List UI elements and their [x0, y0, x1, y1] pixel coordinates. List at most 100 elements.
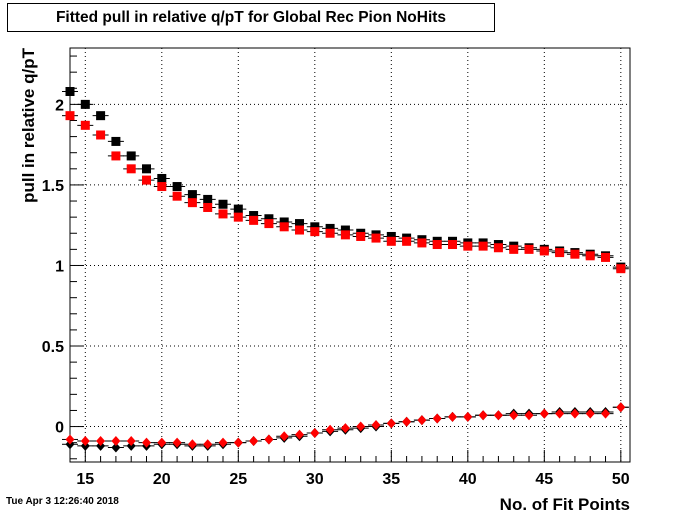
data-point-diamond — [264, 434, 274, 445]
data-point-diamond — [555, 408, 565, 419]
data-point-square — [111, 151, 121, 161]
data-point-diamond — [493, 410, 503, 421]
data-point-square — [616, 264, 626, 274]
data-point-square — [218, 199, 228, 209]
data-point-square — [142, 175, 152, 185]
data-point-diamond — [601, 408, 611, 419]
data-point-square — [448, 240, 458, 250]
y-axis-label: pull in relative q/pT — [19, 47, 38, 203]
series-1 — [62, 111, 629, 274]
data-point-square — [157, 173, 167, 183]
data-point-diamond — [65, 434, 75, 445]
data-point-square — [463, 241, 473, 251]
chart-title-box: Fitted pull in relative q/pT for Global … — [7, 3, 495, 32]
data-point-square — [126, 164, 136, 174]
data-series — [62, 86, 629, 453]
data-point-diamond — [356, 421, 366, 432]
data-point-diamond — [478, 410, 488, 421]
grid — [70, 48, 630, 462]
data-point-square — [386, 236, 396, 246]
data-point-square — [295, 225, 305, 235]
data-point-square — [249, 211, 259, 221]
data-point-diamond — [432, 413, 442, 424]
data-point-square — [570, 249, 580, 259]
y-tick-label: 1.5 — [42, 178, 64, 195]
data-point-square — [478, 241, 488, 251]
data-point-diamond — [539, 408, 549, 419]
data-point-diamond — [509, 410, 519, 421]
data-point-diamond — [325, 424, 335, 435]
data-point-square — [340, 225, 350, 235]
data-point-diamond — [126, 436, 136, 447]
x-tick-label: 45 — [535, 471, 553, 488]
data-point-diamond — [570, 408, 580, 419]
data-point-diamond — [295, 429, 305, 440]
data-point-diamond — [616, 402, 626, 413]
data-point-diamond — [203, 439, 213, 450]
y-tick-label: 0 — [55, 420, 64, 437]
data-point-square — [386, 231, 396, 241]
axis-ticks — [69, 55, 622, 462]
data-point-square — [432, 240, 442, 250]
tick-labels: 15 20 25 30 35 40 45 50 0 0.5 1 1.5 2 — [42, 97, 630, 488]
data-point-diamond — [142, 437, 152, 448]
data-point-diamond — [386, 418, 396, 429]
data-point-square — [539, 246, 549, 256]
data-point-square — [80, 120, 90, 130]
data-point-diamond — [310, 428, 320, 439]
x-tick-label: 50 — [612, 471, 630, 488]
data-point-square — [65, 111, 75, 121]
data-point-square — [325, 223, 335, 233]
data-point-square — [340, 230, 350, 240]
data-point-diamond — [524, 410, 534, 421]
data-point-square — [417, 238, 427, 248]
data-point-square — [249, 215, 259, 225]
data-point-square — [601, 252, 611, 262]
data-point-diamond — [417, 415, 427, 426]
data-point-square — [310, 227, 320, 237]
data-point-square — [279, 217, 289, 227]
data-point-square — [264, 214, 274, 224]
y-tick-label: 2 — [55, 97, 64, 114]
data-point-diamond — [585, 408, 595, 419]
x-tick-label: 25 — [229, 471, 247, 488]
data-point-square — [555, 248, 565, 258]
data-point-square — [111, 136, 121, 146]
data-point-square — [187, 190, 197, 200]
data-point-diamond — [340, 423, 350, 434]
data-point-square — [264, 219, 274, 229]
y-tick-label: 1 — [55, 258, 64, 275]
data-point-square — [310, 222, 320, 232]
data-point-square — [96, 130, 106, 140]
data-point-square — [356, 231, 366, 241]
x-tick-label: 30 — [306, 471, 324, 488]
data-point-diamond — [157, 437, 167, 448]
data-point-square — [96, 111, 106, 121]
x-axis-label: No. of Fit Points — [500, 495, 630, 514]
data-point-square — [65, 86, 75, 96]
data-point-square — [509, 244, 519, 254]
data-point-square — [233, 204, 243, 214]
data-point-square — [524, 244, 534, 254]
plot-frame — [69, 47, 631, 463]
x-tick-label: 35 — [382, 471, 400, 488]
series-3 — [62, 402, 629, 450]
data-point-diamond — [402, 416, 412, 427]
data-point-diamond — [371, 419, 381, 430]
data-point-square — [402, 236, 412, 246]
data-point-square — [172, 191, 182, 201]
data-point-square — [371, 233, 381, 243]
data-point-diamond — [233, 437, 243, 448]
data-point-square — [142, 164, 152, 174]
data-point-square — [585, 251, 595, 261]
data-point-diamond — [279, 431, 289, 442]
data-point-square — [80, 99, 90, 109]
data-point-square — [172, 182, 182, 192]
timestamp: Tue Apr 3 12:26:40 2018 — [6, 496, 119, 507]
data-point-square — [187, 198, 197, 208]
data-point-square — [279, 222, 289, 232]
data-point-diamond — [111, 442, 121, 453]
data-point-diamond — [463, 411, 473, 422]
data-point-square — [325, 228, 335, 238]
